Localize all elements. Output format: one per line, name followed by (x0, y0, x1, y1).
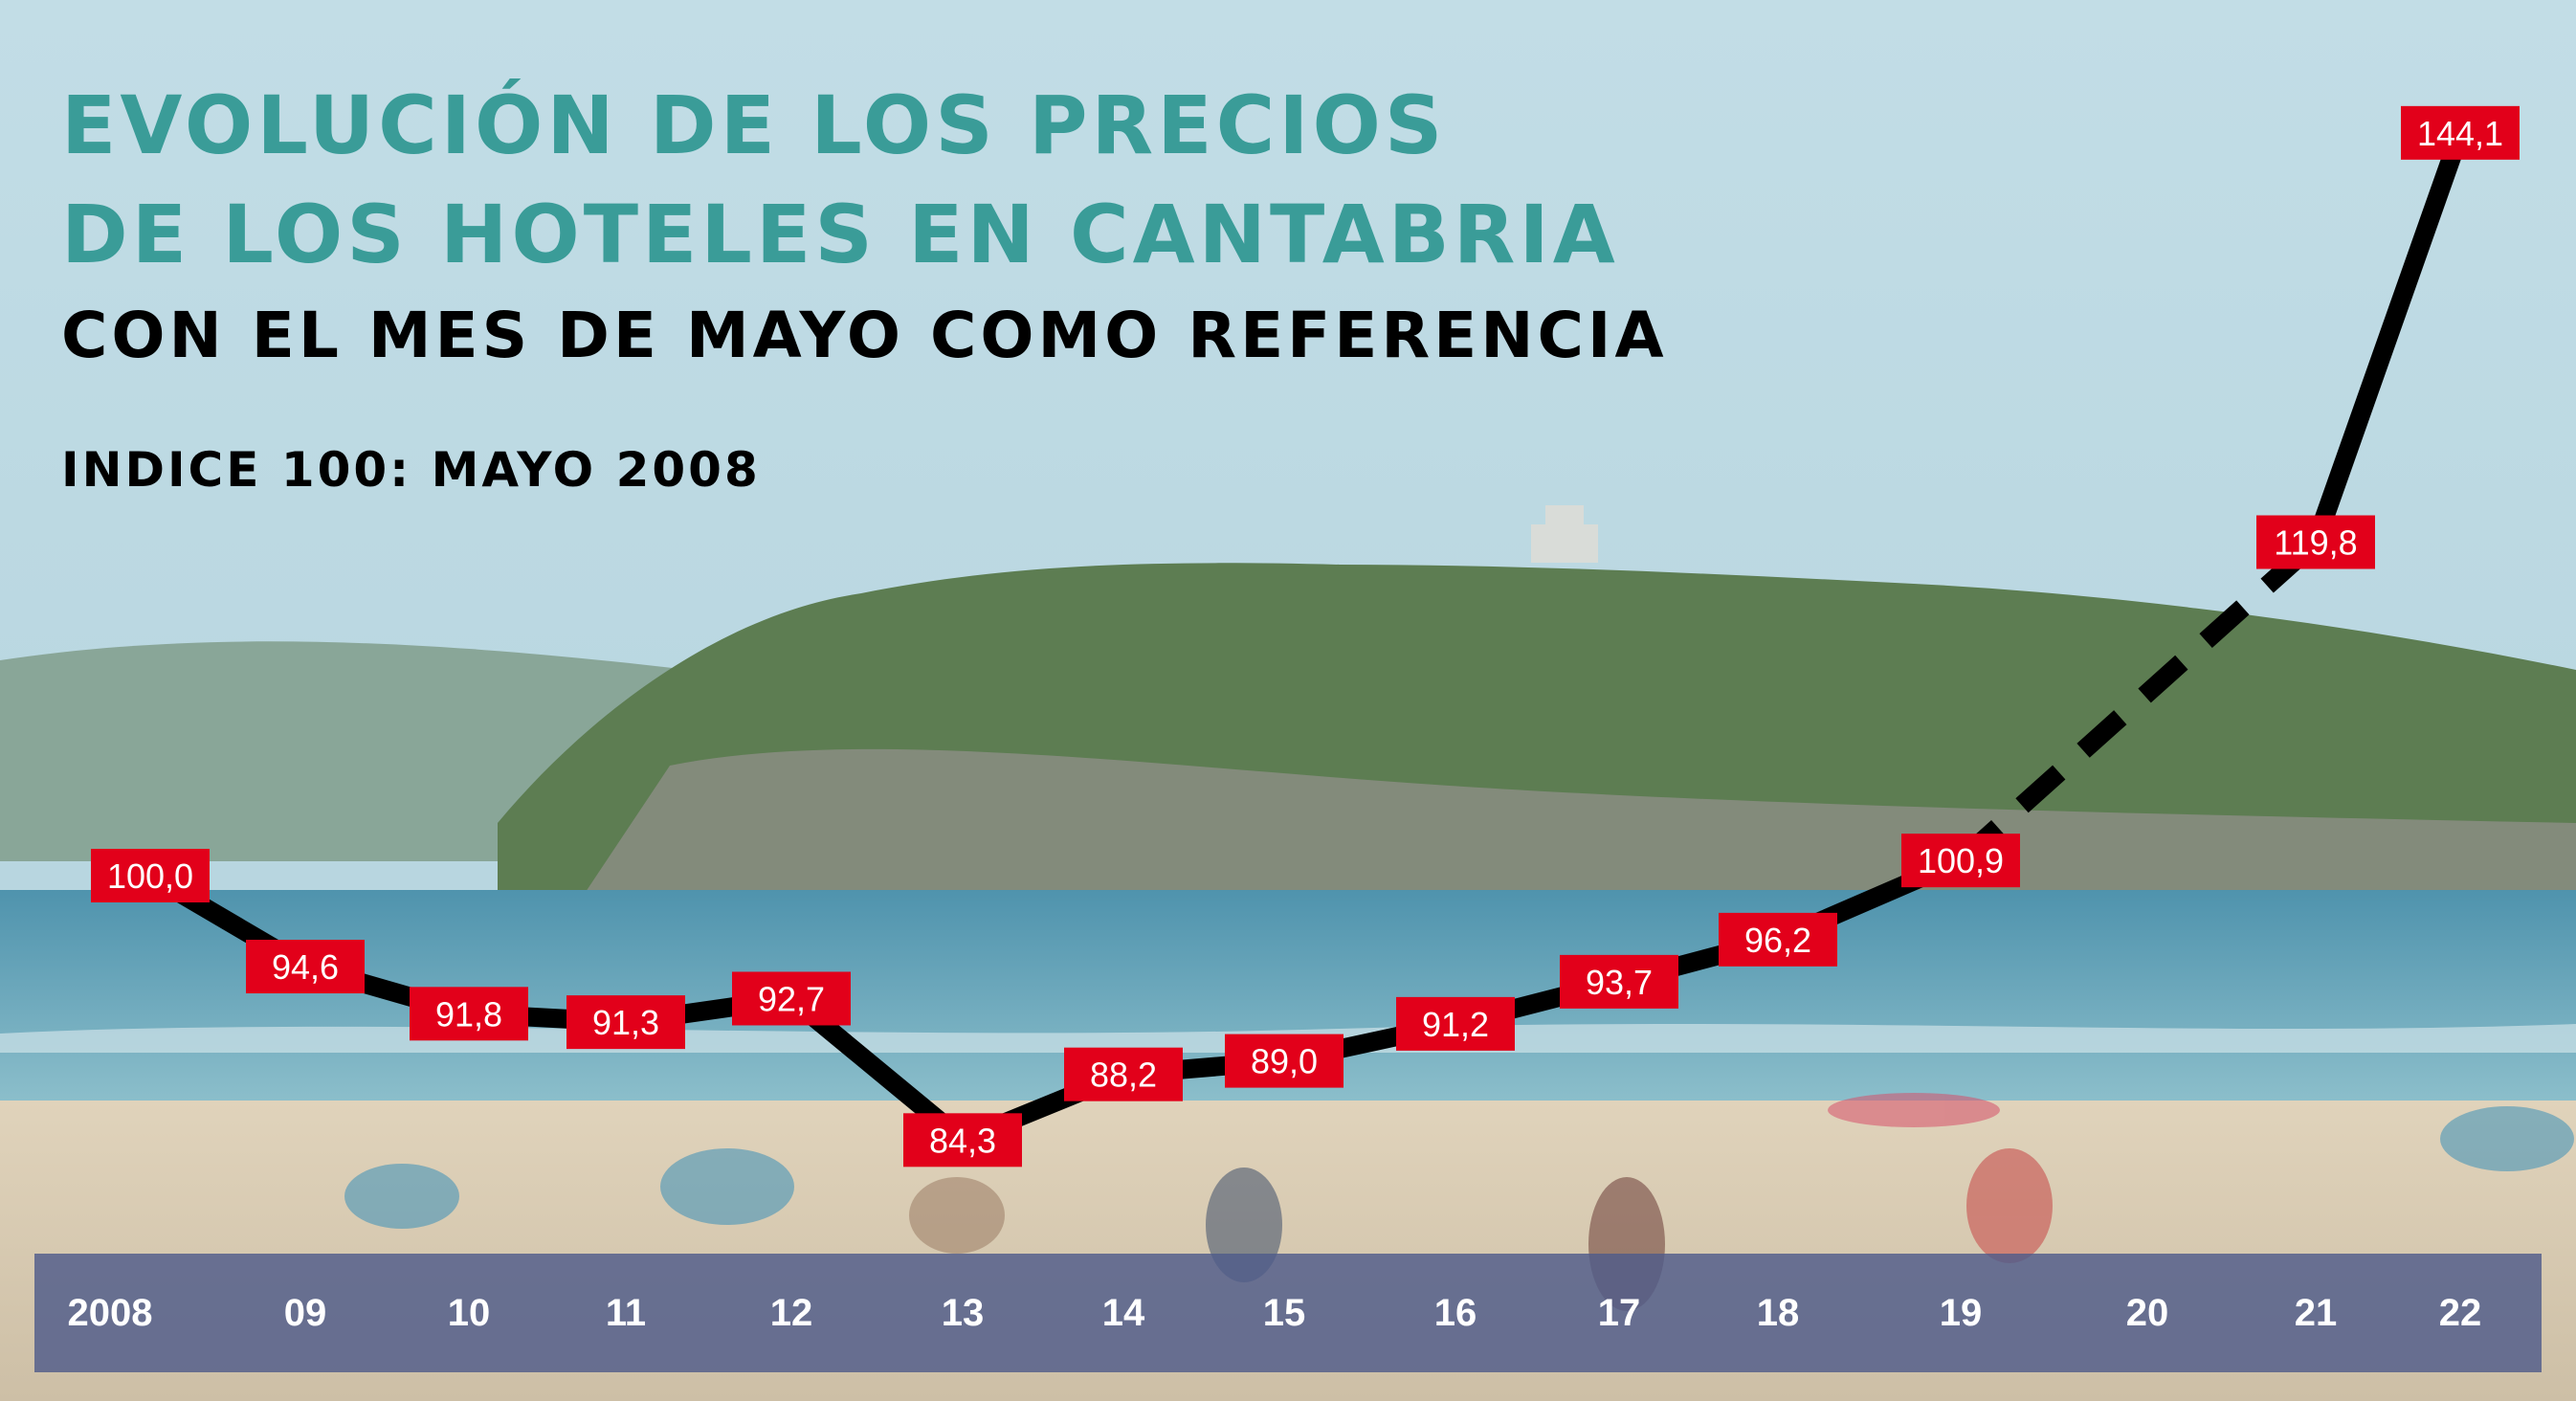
index-note: INDICE 100: MAYO 2008 (61, 442, 761, 498)
data-label-box (1719, 912, 1837, 967)
data-label-value: 144,1 (2417, 114, 2503, 153)
x-axis-tick-label: 13 (942, 1292, 985, 1334)
data-label-value: 119,8 (2274, 523, 2357, 563)
x-axis-tick-label: 21 (2295, 1292, 2338, 1334)
data-label-value: 96,2 (1744, 921, 1811, 960)
x-axis-tick-label: 11 (606, 1292, 646, 1334)
x-axis-tick-label: 20 (2126, 1292, 2169, 1334)
x-axis-tick-label: 18 (1757, 1292, 1800, 1334)
x-axis-tick-label: 14 (1102, 1292, 1145, 1334)
data-label-value: 92,7 (758, 979, 825, 1018)
data-label: 92,7 (732, 971, 851, 1026)
x-axis-tick-label: 15 (1263, 1292, 1306, 1334)
data-label-value: 94,6 (272, 947, 339, 987)
data-label-box (1396, 996, 1515, 1051)
data-label: 119,8 (2256, 515, 2375, 569)
data-label-box (1901, 834, 2020, 888)
data-label: 100,0 (91, 849, 210, 902)
data-label-box (1225, 1034, 1344, 1088)
data-label: 91,2 (1396, 996, 1515, 1051)
data-label-value: 91,2 (1422, 1005, 1489, 1044)
data-label: 91,3 (566, 995, 685, 1050)
x-axis-tick-label: 10 (448, 1292, 491, 1334)
x-axis-tick-label: 09 (284, 1292, 327, 1334)
x-axis-tick-label: 16 (1434, 1292, 1477, 1334)
data-label-box (410, 987, 528, 1041)
data-label-box (1560, 954, 1678, 1009)
series-line-segment (2306, 129, 2470, 545)
data-label-box (2256, 515, 2375, 569)
data-label-value: 84,3 (929, 1121, 996, 1160)
data-label: 91,8 (410, 987, 528, 1041)
data-label: 100,9 (1901, 834, 2020, 888)
data-label: 94,6 (246, 940, 365, 994)
data-label-box (2401, 105, 2520, 160)
data-label-value: 88,2 (1090, 1056, 1157, 1095)
data-label-value: 93,7 (1586, 963, 1653, 1002)
data-label-box (1064, 1047, 1183, 1101)
x-axis-tick-label: 19 (1940, 1292, 1983, 1334)
data-label-value: 91,3 (592, 1003, 659, 1042)
data-label-value: 91,8 (435, 994, 502, 1034)
chart-subtitle: CON EL MES DE MAYO COMO REFERENCIA (61, 299, 1668, 372)
data-label: 84,3 (903, 1113, 1022, 1168)
data-label: 144,1 (2401, 105, 2520, 160)
data-label-box (566, 995, 685, 1050)
data-label-box (246, 940, 365, 994)
data-label-box (91, 849, 210, 902)
series-line-segment-dashed (1954, 535, 2322, 868)
data-label: 96,2 (1719, 912, 1837, 967)
x-axis-tick-label: 17 (1598, 1292, 1641, 1334)
x-axis-tick-label: 12 (770, 1292, 813, 1334)
data-label-value: 100,0 (107, 856, 193, 896)
chart-title-line-1: EVOLUCIÓN DE LOS PRECIOS (61, 78, 1447, 172)
data-label-value: 100,9 (1918, 841, 2004, 880)
data-label: 89,0 (1225, 1034, 1344, 1088)
data-label-box (732, 971, 851, 1026)
x-axis-band (34, 1254, 2542, 1372)
x-axis-labels-group: 2008 09 10 11 12 13 14 15 16 17 18 19 20 21 22 (68, 1292, 2482, 1334)
data-label: 93,7 (1560, 954, 1678, 1009)
chart-title-line-2: DE LOS HOTELES EN CANTABRIA (61, 188, 1619, 281)
data-label: 88,2 (1064, 1047, 1183, 1101)
x-axis-tick-label: 2008 (68, 1292, 153, 1334)
data-label-box (903, 1113, 1022, 1168)
data-label-value: 89,0 (1251, 1042, 1318, 1081)
data-labels-group: 100,0 94,6 91,8 91,3 92,7 84,3 88,2 89,0 91,2 93,… (91, 105, 2520, 1168)
x-axis-tick-label: 22 (2439, 1292, 2482, 1334)
